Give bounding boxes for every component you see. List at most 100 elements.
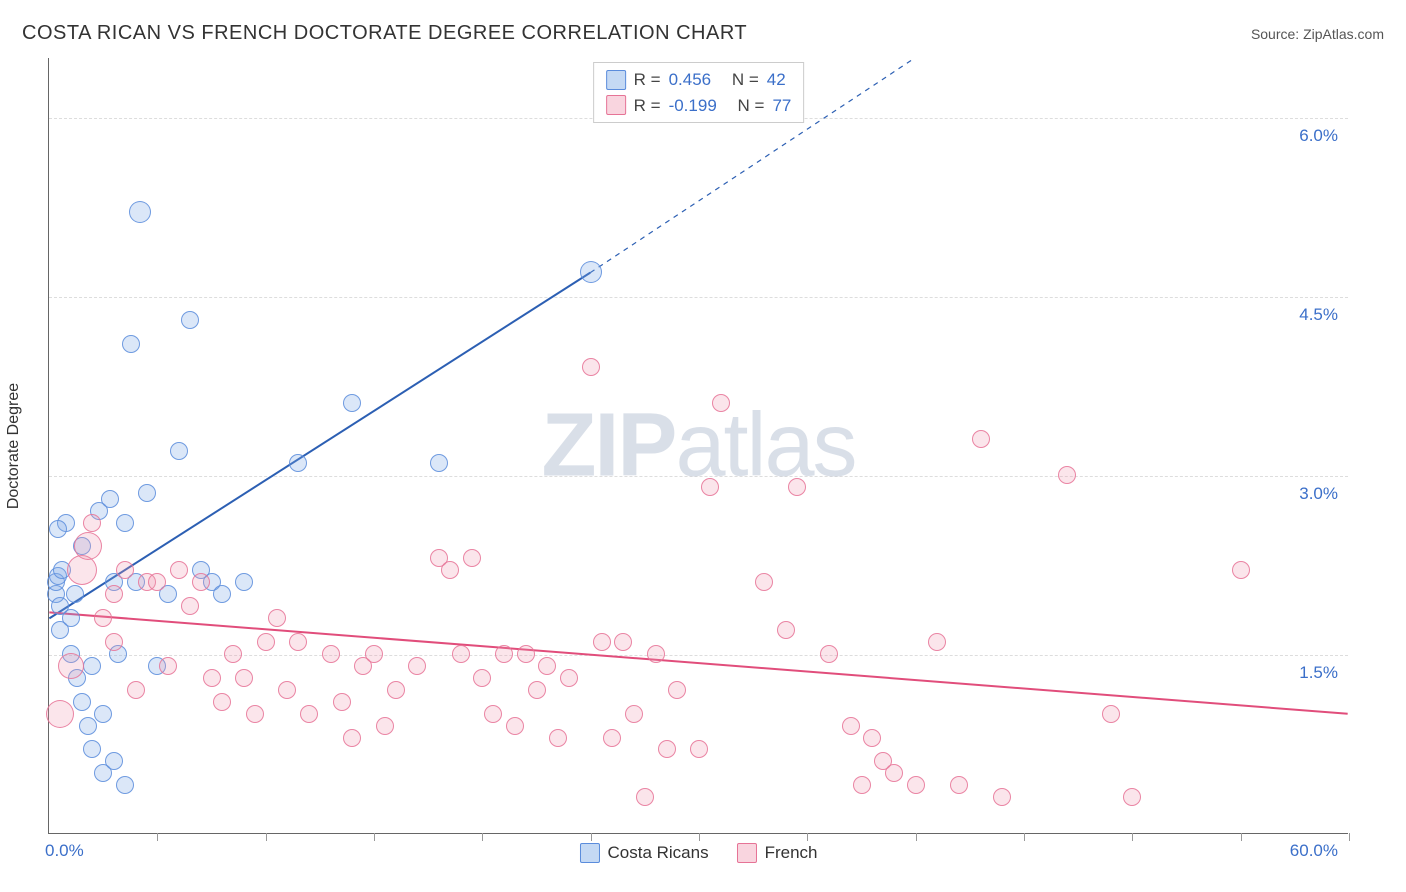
- scatter-point: [690, 740, 708, 758]
- y-tick-label: 4.5%: [1299, 305, 1338, 325]
- scatter-point: [62, 609, 80, 627]
- gridline: [49, 476, 1348, 477]
- source-label: Source:: [1251, 26, 1303, 42]
- x-tick: [591, 833, 592, 841]
- scatter-point: [58, 653, 84, 679]
- swatch-blue-icon: [579, 843, 599, 863]
- scatter-point: [1102, 705, 1120, 723]
- scatter-point: [235, 669, 253, 687]
- x-tick: [374, 833, 375, 841]
- scatter-point: [387, 681, 405, 699]
- scatter-point: [101, 490, 119, 508]
- correlation-legend: R = 0.456 N = 42 R = -0.199 N = 77: [593, 62, 805, 123]
- scatter-point: [668, 681, 686, 699]
- scatter-point: [712, 394, 730, 412]
- scatter-point: [430, 454, 448, 472]
- n-label: N =: [732, 67, 759, 93]
- y-axis-label: Doctorate Degree: [5, 383, 23, 509]
- scatter-point: [593, 633, 611, 651]
- scatter-point: [636, 788, 654, 806]
- scatter-point: [463, 549, 481, 567]
- scatter-point: [268, 609, 286, 627]
- trend-line: [49, 612, 1347, 713]
- scatter-point: [506, 717, 524, 735]
- scatter-point: [127, 681, 145, 699]
- scatter-point: [224, 645, 242, 663]
- scatter-point: [246, 705, 264, 723]
- x-axis-min-label: 0.0%: [45, 841, 84, 861]
- scatter-point: [928, 633, 946, 651]
- scatter-point: [538, 657, 556, 675]
- x-tick: [266, 833, 267, 841]
- scatter-point: [820, 645, 838, 663]
- y-tick-label: 1.5%: [1299, 663, 1338, 683]
- scatter-point: [907, 776, 925, 794]
- trend-lines-layer: [49, 58, 1348, 833]
- scatter-point: [79, 717, 97, 735]
- scatter-point: [122, 335, 140, 353]
- x-tick: [1349, 833, 1350, 841]
- scatter-point: [1232, 561, 1250, 579]
- scatter-point: [560, 669, 578, 687]
- series-label: Costa Ricans: [607, 843, 708, 863]
- scatter-point: [603, 729, 621, 747]
- source-link[interactable]: ZipAtlas.com: [1303, 26, 1384, 42]
- x-axis-max-label: 60.0%: [1290, 841, 1338, 861]
- scatter-point: [755, 573, 773, 591]
- scatter-point: [105, 752, 123, 770]
- scatter-point: [289, 454, 307, 472]
- scatter-point: [972, 430, 990, 448]
- scatter-point: [614, 633, 632, 651]
- scatter-point: [181, 311, 199, 329]
- x-tick: [482, 833, 483, 841]
- scatter-point: [517, 645, 535, 663]
- scatter-point: [46, 700, 74, 728]
- r-value-french: -0.199: [669, 93, 717, 119]
- scatter-point: [343, 394, 361, 412]
- scatter-point: [452, 645, 470, 663]
- scatter-point: [549, 729, 567, 747]
- scatter-point: [625, 705, 643, 723]
- scatter-point: [777, 621, 795, 639]
- scatter-point: [495, 645, 513, 663]
- scatter-point: [788, 478, 806, 496]
- series-item-costa-ricans: Costa Ricans: [579, 843, 708, 863]
- r-value-costa-ricans: 0.456: [669, 67, 712, 93]
- scatter-point: [441, 561, 459, 579]
- scatter-point: [192, 573, 210, 591]
- scatter-point: [170, 561, 188, 579]
- scatter-point: [181, 597, 199, 615]
- scatter-point: [528, 681, 546, 699]
- y-tick-label: 6.0%: [1299, 126, 1338, 146]
- scatter-point: [343, 729, 361, 747]
- source-attribution: Source: ZipAtlas.com: [1251, 26, 1384, 42]
- scatter-point: [647, 645, 665, 663]
- scatter-point: [49, 520, 67, 538]
- x-tick: [1024, 833, 1025, 841]
- legend-row-costa-ricans: R = 0.456 N = 42: [606, 67, 792, 93]
- scatter-point: [73, 693, 91, 711]
- x-tick: [916, 833, 917, 841]
- x-tick: [157, 833, 158, 841]
- scatter-point: [701, 478, 719, 496]
- scatter-point: [582, 358, 600, 376]
- series-legend: Costa Ricans French: [579, 843, 817, 863]
- scatter-point: [278, 681, 296, 699]
- scatter-point: [203, 669, 221, 687]
- scatter-point: [484, 705, 502, 723]
- scatter-point: [473, 669, 491, 687]
- scatter-point: [116, 514, 134, 532]
- series-item-french: French: [737, 843, 818, 863]
- swatch-blue-icon: [606, 70, 626, 90]
- r-label: R =: [634, 93, 661, 119]
- gridline: [49, 655, 1348, 656]
- scatter-point: [257, 633, 275, 651]
- scatter-point: [853, 776, 871, 794]
- x-tick: [807, 833, 808, 841]
- n-label: N =: [738, 93, 765, 119]
- scatter-point: [94, 609, 112, 627]
- scatter-point: [94, 705, 112, 723]
- scatter-point: [993, 788, 1011, 806]
- r-label: R =: [634, 67, 661, 93]
- scatter-point: [333, 693, 351, 711]
